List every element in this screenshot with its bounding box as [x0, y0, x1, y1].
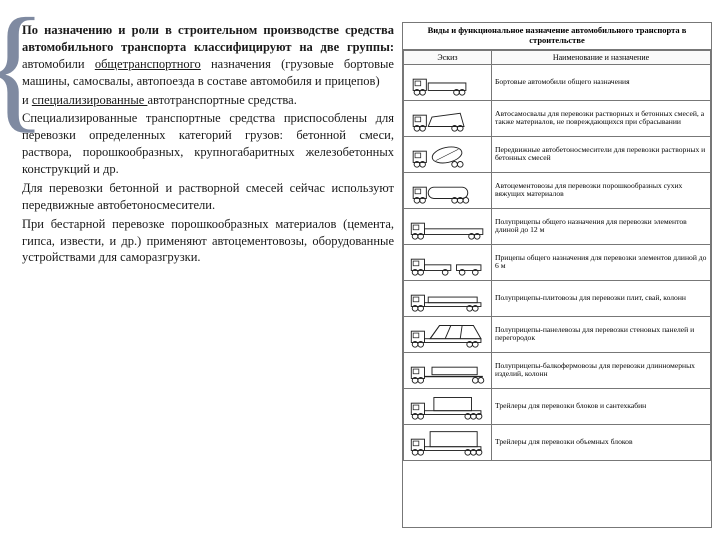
desc-cell: Полуприцепы-панелевозы для перевозки сте…	[492, 316, 711, 352]
sketch-cell	[404, 244, 492, 280]
table-row: Полуприцепы-балкофермовозы для перевозки…	[404, 352, 711, 388]
table-row: Автоцементовозы для перевозки порошкообр…	[404, 172, 711, 208]
body-text: По назначению и роли в строительном прои…	[22, 22, 394, 528]
sketch-cell	[404, 208, 492, 244]
classification-table: Виды и функциональное назначение автомоб…	[402, 22, 712, 528]
table-row: Трейлеры для перевозки блоков и сантехка…	[404, 388, 711, 424]
table-row: Передвижные автобетоносмесители для пере…	[404, 136, 711, 172]
p2-a: и	[22, 93, 32, 107]
col-header-sketch: Эскиз	[404, 50, 492, 64]
sketch-cell	[404, 424, 492, 460]
desc-cell: Автосамосвалы для перевозки растворных и…	[492, 100, 711, 136]
col-header-desc: Наименование и назначение	[492, 50, 711, 64]
table-row: Трейлеры для перевозки объемных блоков	[404, 424, 711, 460]
sketch-cell	[404, 172, 492, 208]
p1-a: автомобили	[22, 57, 95, 71]
paragraph-3: Специализированные транспортные средства…	[22, 110, 394, 178]
sketch-cell	[404, 136, 492, 172]
paragraph-1: По назначению и роли в строительном прои…	[22, 22, 394, 90]
table-row: Бортовые автомобили общего назначения	[404, 64, 711, 100]
sketch-cell	[404, 280, 492, 316]
desc-cell: Трейлеры для перевозки блоков и сантехка…	[492, 388, 711, 424]
p1-bold: По назначению и роли в строительном прои…	[22, 23, 394, 54]
paragraph-5: При бестарной перевозке порошкообразных …	[22, 216, 394, 267]
sketch-cell	[404, 352, 492, 388]
desc-cell: Бортовые автомобили общего назначения	[492, 64, 711, 100]
table-row: Полуприцепы-панелевозы для перевозки сте…	[404, 316, 711, 352]
paragraph-4: Для перевозки бетонной и растворной смес…	[22, 180, 394, 214]
table-row: Автосамосвалы для перевозки растворных и…	[404, 100, 711, 136]
paragraph-2: и специализированные автотранспортные ср…	[22, 92, 394, 109]
sketch-cell	[404, 100, 492, 136]
p2-b: автотранспортные средства.	[147, 93, 296, 107]
table-row: Полуприцепы-плитовозы для перевозки плит…	[404, 280, 711, 316]
desc-cell: Полуприцепы общего назначения для перево…	[492, 208, 711, 244]
table-title: Виды и функциональное назначение автомоб…	[403, 23, 711, 50]
desc-cell: Прицепы общего назначения для перевозки …	[492, 244, 711, 280]
table-row: Прицепы общего назначения для перевозки …	[404, 244, 711, 280]
table-row: Полуприцепы общего назначения для перево…	[404, 208, 711, 244]
desc-cell: Полуприцепы-плитовозы для перевозки плит…	[492, 280, 711, 316]
p2-underline: специализированные	[32, 93, 148, 107]
sketch-cell	[404, 388, 492, 424]
desc-cell: Полуприцепы-балкофермовозы для перевозки…	[492, 352, 711, 388]
desc-cell: Передвижные автобетоносмесители для пере…	[492, 136, 711, 172]
desc-cell: Автоцементовозы для перевозки порошкообр…	[492, 172, 711, 208]
p1-underline: общетранспортного	[95, 57, 201, 71]
desc-cell: Трейлеры для перевозки объемных блоков	[492, 424, 711, 460]
sketch-cell	[404, 64, 492, 100]
sketch-cell	[404, 316, 492, 352]
